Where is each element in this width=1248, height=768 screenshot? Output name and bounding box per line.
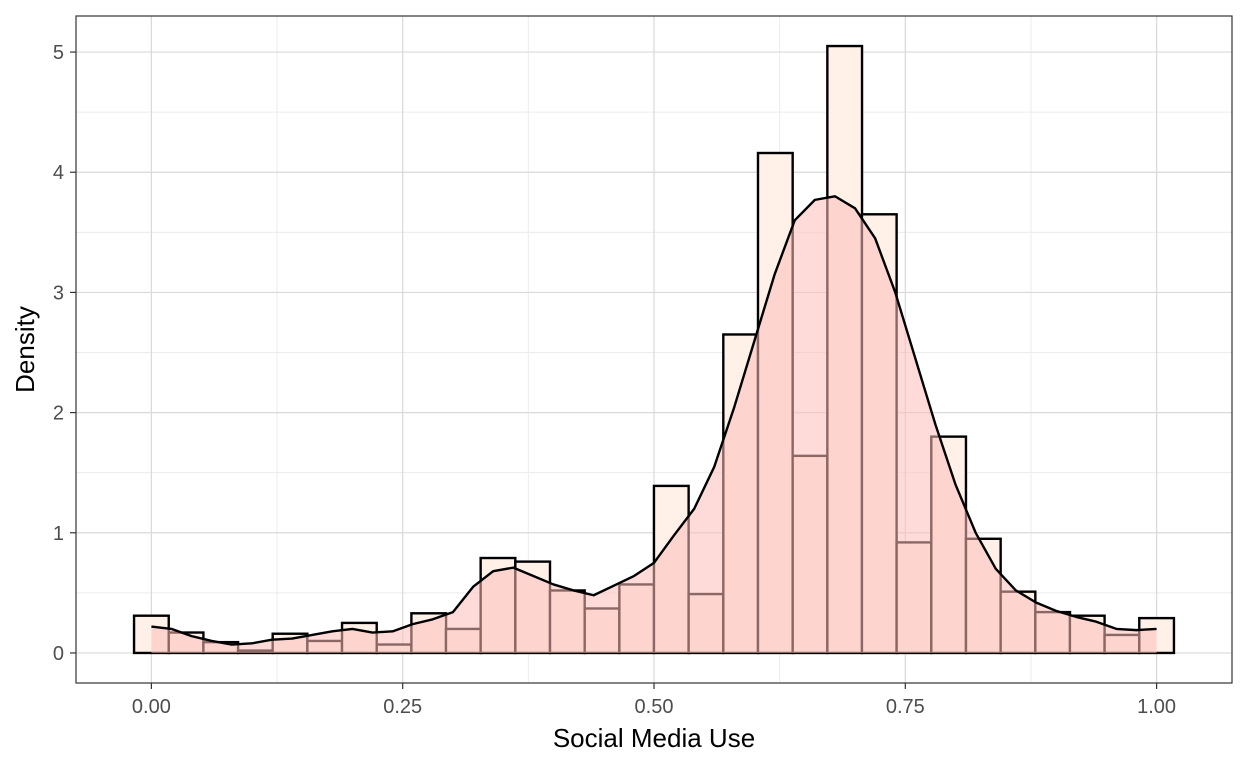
- tick-labels: 0.00 0.25 0.50 0.75 1.00 0 1 2 3 4 5: [53, 42, 1176, 718]
- y-tick-label: 3: [53, 282, 64, 304]
- y-tick-label: 2: [53, 403, 64, 425]
- density-curve-line: [151, 195, 1157, 646]
- axis-ticks: [70, 51, 1158, 689]
- y-axis-title: Density: [10, 306, 40, 393]
- y-tick-label: 4: [53, 162, 64, 184]
- x-tick-label: 0.50: [635, 696, 674, 718]
- y-tick-label: 5: [53, 42, 64, 64]
- x-tick-label: 1.00: [1137, 696, 1176, 718]
- density-curve-layer: [151, 195, 1157, 653]
- x-tick-label: 0.25: [383, 696, 422, 718]
- x-tick-label: 0.75: [886, 696, 925, 718]
- y-tick-label: 1: [53, 523, 64, 545]
- y-tick-label: 0: [53, 643, 64, 665]
- density-area-fill: [151, 196, 1157, 653]
- x-tick-label: 0.00: [132, 696, 171, 718]
- x-axis-title: Social Media Use: [553, 723, 755, 753]
